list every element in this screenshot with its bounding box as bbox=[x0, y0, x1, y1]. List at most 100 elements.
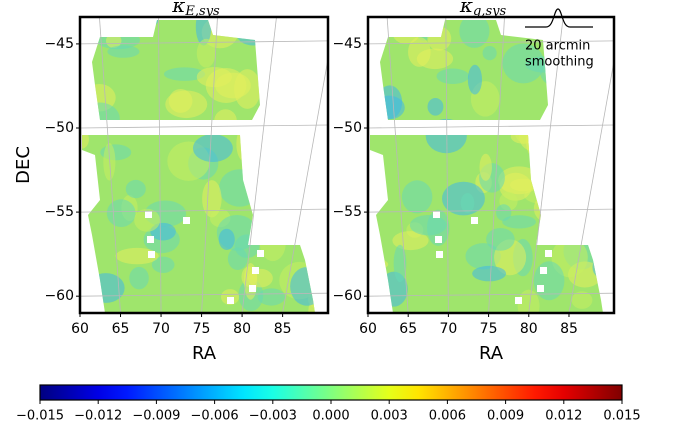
x-tick-label: 80 bbox=[233, 321, 251, 337]
map-blob bbox=[552, 102, 597, 131]
x-tick-label: 65 bbox=[399, 321, 417, 337]
grid-line bbox=[201, 17, 218, 313]
map-blob bbox=[125, 179, 146, 199]
title-symbol: κ bbox=[171, 0, 185, 17]
map-blob bbox=[459, 20, 490, 48]
map-blob bbox=[570, 197, 603, 233]
x-tick-label: 75 bbox=[193, 321, 211, 337]
map-blob bbox=[416, 48, 454, 70]
colorbar-tick-label: −0.015 bbox=[16, 409, 64, 424]
map-blob bbox=[460, 192, 475, 213]
y-tick-label: −50 bbox=[44, 120, 74, 136]
colorbar bbox=[39, 384, 623, 401]
x-tick-label: 65 bbox=[112, 321, 130, 337]
panel-frame bbox=[366, 15, 616, 315]
map-blob bbox=[592, 253, 603, 282]
masked-hole bbox=[537, 285, 544, 292]
map-blob bbox=[502, 215, 536, 229]
map-blob bbox=[486, 227, 515, 251]
colorbar-tick-label: −0.006 bbox=[191, 409, 239, 424]
map-blob bbox=[192, 134, 233, 163]
map-blob bbox=[251, 176, 287, 214]
map-blob bbox=[218, 228, 235, 250]
grid-line bbox=[80, 40, 328, 45]
kernel-curve bbox=[525, 8, 593, 28]
map-blob bbox=[168, 89, 193, 113]
map-blob bbox=[427, 97, 444, 116]
masked-hole bbox=[183, 217, 190, 224]
x-tick-label: 80 bbox=[520, 321, 538, 337]
annotation: smoothing bbox=[525, 55, 594, 70]
map-blob bbox=[595, 91, 603, 125]
map-blob bbox=[467, 64, 482, 95]
map-blob bbox=[298, 86, 315, 119]
grid-line bbox=[488, 17, 505, 313]
map-blob bbox=[287, 20, 309, 49]
map-blob bbox=[205, 67, 247, 104]
map-blob bbox=[393, 244, 407, 283]
map-blob bbox=[551, 238, 588, 278]
map-blob bbox=[249, 117, 286, 131]
x-axis-label: RA bbox=[192, 343, 217, 364]
x-tick-label: 70 bbox=[152, 321, 170, 337]
map-blob bbox=[257, 288, 286, 306]
grid-line bbox=[80, 309, 81, 313]
map-blob bbox=[82, 130, 89, 149]
grid-line bbox=[368, 124, 614, 129]
colorbar-tick-label: 0.003 bbox=[371, 409, 408, 424]
title-subscript: E,sys bbox=[184, 4, 220, 19]
map-blob bbox=[105, 33, 122, 48]
map-blob bbox=[106, 199, 136, 227]
masked-hole bbox=[227, 297, 234, 304]
colorbar-tick-label: 0.009 bbox=[487, 409, 524, 424]
masked-hole bbox=[545, 250, 552, 257]
masked-hole bbox=[249, 285, 256, 292]
grid-line bbox=[99, 17, 121, 313]
masked-hole bbox=[433, 211, 440, 218]
map-field bbox=[82, 20, 315, 313]
map-blob bbox=[278, 42, 315, 57]
map-blob bbox=[107, 45, 140, 58]
x-tick-label: 85 bbox=[560, 321, 578, 337]
colorbar-tick-label: −0.003 bbox=[249, 409, 297, 424]
colorbar-tick-label: −0.012 bbox=[74, 409, 122, 424]
map-blob bbox=[129, 266, 149, 290]
y-tick-label: −60 bbox=[332, 288, 362, 304]
map-blob bbox=[472, 265, 507, 282]
map-blob bbox=[377, 85, 403, 119]
grid-line bbox=[368, 40, 614, 45]
grid-line bbox=[368, 309, 369, 313]
y-tick-label: −55 bbox=[44, 204, 74, 220]
map-blob bbox=[195, 20, 212, 46]
map-blob bbox=[196, 38, 216, 68]
map-blob bbox=[290, 266, 315, 306]
map-blob bbox=[605, 18, 620, 39]
map-blob bbox=[163, 67, 206, 81]
masked-hole bbox=[436, 251, 443, 258]
grid-line bbox=[80, 208, 328, 213]
x-tick-label: 60 bbox=[71, 321, 89, 337]
map-blob bbox=[595, 24, 603, 44]
x-tick-label: 85 bbox=[274, 321, 292, 337]
map-blob bbox=[293, 48, 313, 88]
grid-line bbox=[368, 208, 614, 213]
x-tick-label: 75 bbox=[480, 321, 498, 337]
masked-hole bbox=[148, 251, 155, 258]
map-blob bbox=[219, 169, 261, 207]
title-subscript: g,sys bbox=[473, 4, 506, 19]
map-blob bbox=[556, 199, 596, 225]
masked-hole bbox=[145, 211, 152, 218]
masked-hole bbox=[257, 250, 264, 257]
map-blob bbox=[307, 240, 315, 260]
map-blob bbox=[427, 26, 452, 51]
y-axis-label: DEC bbox=[13, 146, 34, 184]
map-blob bbox=[534, 20, 574, 40]
map-blob bbox=[574, 221, 603, 241]
map-blob bbox=[571, 291, 593, 309]
map-blob bbox=[510, 129, 538, 144]
grid-line bbox=[80, 124, 328, 129]
map-blob bbox=[482, 45, 497, 61]
panel-title: κE,sys bbox=[171, 0, 220, 19]
map-blob bbox=[138, 20, 159, 28]
